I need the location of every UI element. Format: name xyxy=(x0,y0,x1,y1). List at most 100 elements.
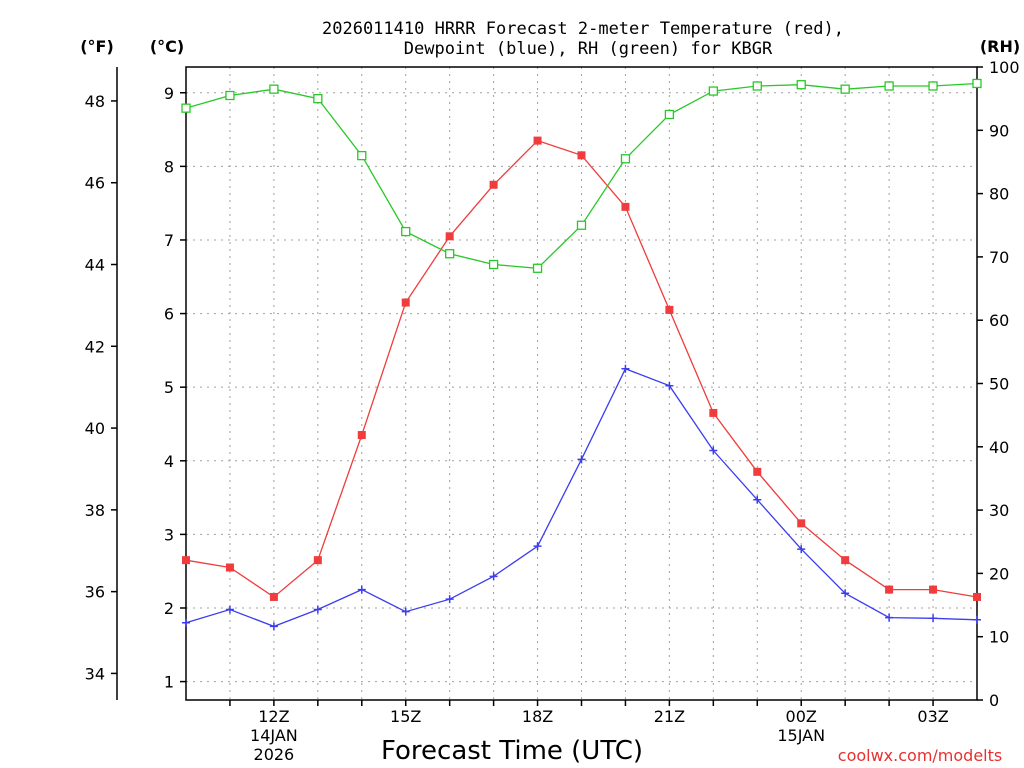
rh-point xyxy=(576,220,587,230)
temperature-point xyxy=(489,180,498,189)
rh-tick-label: 40 xyxy=(989,438,1009,457)
temperature-point xyxy=(797,519,806,528)
chart-title-line2: Dewpoint (blue), RH (green) for KBGR xyxy=(404,39,773,59)
c-tick-label: 3 xyxy=(164,525,174,544)
rh-tick-label: 80 xyxy=(989,185,1009,204)
f-tick-label: 46 xyxy=(85,174,105,193)
c-tick-label: 7 xyxy=(164,231,174,250)
dewpoint-point xyxy=(929,614,938,623)
dewpoint-point xyxy=(533,542,542,551)
rh-tick-label: 60 xyxy=(989,311,1009,330)
x-tick-label: 00Z xyxy=(786,707,817,726)
x-tick-label: 03Z xyxy=(917,707,948,726)
dewpoint-point xyxy=(841,589,850,598)
rh-point xyxy=(357,150,367,161)
axes xyxy=(111,66,983,706)
temperature-point xyxy=(841,556,850,565)
f-tick-label: 36 xyxy=(85,583,105,602)
rh-tick-label: 70 xyxy=(989,248,1009,267)
dewpoint-point xyxy=(973,615,981,624)
rh-tick-label: 50 xyxy=(989,375,1009,394)
rh-point xyxy=(664,109,675,120)
temperature-point xyxy=(577,151,586,160)
temperature-point xyxy=(357,431,366,440)
x-tick-label: 21Z xyxy=(654,707,685,726)
temperature-point xyxy=(313,556,322,565)
temperature-point xyxy=(182,556,190,565)
dewpoint-point xyxy=(885,613,894,622)
chart-title-line1: 2026011410 HRRR Forecast 2-meter Tempera… xyxy=(322,19,844,39)
dewpoint-point xyxy=(225,605,234,614)
series-dewpoint xyxy=(182,364,981,631)
x-tick-label: 15Z xyxy=(390,707,421,726)
x-tick-date: 14JAN xyxy=(250,726,298,745)
rh-point xyxy=(708,86,718,96)
f-tick-label: 38 xyxy=(85,501,105,520)
dewpoint-point xyxy=(797,545,806,554)
dewpoint-point xyxy=(401,607,410,616)
grid-lines xyxy=(186,67,977,700)
rh-point xyxy=(181,103,191,113)
rh-tick-label: 0 xyxy=(989,691,999,710)
f-tick-label: 42 xyxy=(85,337,105,356)
rh-point xyxy=(796,80,806,90)
series-rh xyxy=(181,78,982,273)
data-series xyxy=(181,78,982,631)
temperature-point xyxy=(621,202,630,211)
f-tick-label: 48 xyxy=(85,92,105,111)
temperature-point xyxy=(929,585,938,594)
temperature-point xyxy=(885,585,894,594)
rh-tick-label: 20 xyxy=(989,564,1009,583)
c-tick-label: 5 xyxy=(164,378,174,397)
rh-axis-unit: (RH) xyxy=(980,37,1020,56)
temperature-point xyxy=(709,408,718,417)
rh-point xyxy=(488,259,499,270)
rh-point xyxy=(225,90,235,101)
dewpoint-point xyxy=(753,495,762,504)
celsius-axis-unit: (°C) xyxy=(150,37,184,56)
rh-point xyxy=(840,84,850,94)
c-tick-label: 9 xyxy=(164,84,174,103)
rh-point xyxy=(928,81,938,91)
x-tick-date: 15JAN xyxy=(777,726,825,745)
dewpoint-point xyxy=(709,446,718,455)
rh-point xyxy=(313,94,323,104)
dewpoint-point xyxy=(489,572,498,581)
x-tick-year: 2026 xyxy=(254,745,295,764)
temperature-point xyxy=(269,592,278,601)
f-tick-label: 34 xyxy=(85,664,105,683)
dewpoint-point xyxy=(313,605,322,614)
dewpoint-point xyxy=(577,455,586,464)
rh-point xyxy=(972,78,982,89)
rh-point xyxy=(884,81,894,91)
f-tick-label: 44 xyxy=(85,256,105,275)
rh-tick-label: 10 xyxy=(989,628,1009,647)
rh-point xyxy=(532,263,543,273)
dewpoint-point xyxy=(182,618,190,627)
c-tick-label: 4 xyxy=(164,452,174,471)
dewpoint-point xyxy=(269,622,278,631)
x-axis-title: Forecast Time (UTC) xyxy=(381,736,643,766)
rh-point xyxy=(620,154,631,164)
rh-point xyxy=(752,81,762,91)
series-temperature xyxy=(182,136,981,601)
x-tick-label: 18Z xyxy=(522,707,553,726)
c-tick-label: 6 xyxy=(164,305,174,324)
f-tick-label: 40 xyxy=(85,419,105,438)
rh-tick-label: 100 xyxy=(989,58,1020,77)
rh-point xyxy=(269,84,279,94)
c-tick-label: 2 xyxy=(164,599,174,618)
temperature-point xyxy=(665,305,674,314)
temperature-point xyxy=(445,232,454,241)
fahrenheit-axis-unit: (°F) xyxy=(80,37,114,56)
dewpoint-point xyxy=(445,595,454,604)
temperature-point xyxy=(401,298,410,307)
dewpoint-point xyxy=(665,381,674,390)
dewpoint-line xyxy=(185,367,978,628)
temperature-point xyxy=(973,592,981,601)
source-credit: coolwx.com/modelts xyxy=(838,746,1002,765)
c-tick-label: 1 xyxy=(164,673,174,692)
rh-line xyxy=(185,82,978,269)
rh-tick-label: 90 xyxy=(989,121,1009,140)
